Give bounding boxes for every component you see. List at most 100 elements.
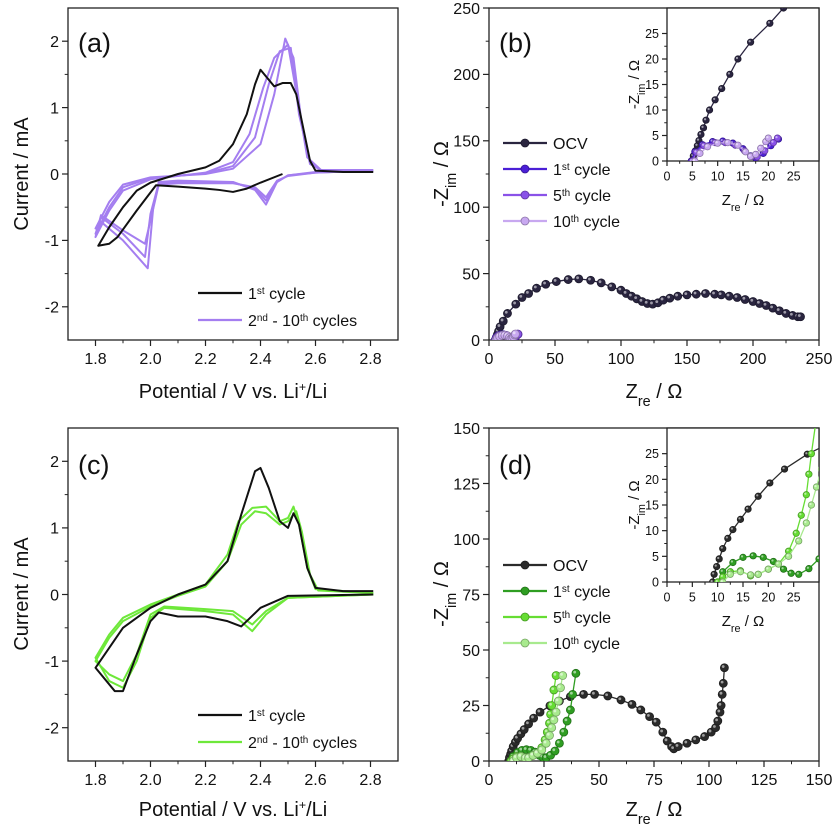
inset-series-point	[795, 570, 803, 578]
series-point-highlight	[531, 715, 534, 719]
x-tick-label: 0	[485, 351, 494, 368]
series-point	[682, 290, 692, 300]
series-point-highlight	[667, 295, 671, 299]
inset-y-axis-title-part: / Ω	[626, 480, 643, 504]
legend-label-part: cycle	[570, 188, 611, 205]
y-tick-label: 0	[50, 587, 59, 604]
series-point-highlight	[548, 711, 551, 715]
y-tick-label: 250	[453, 1, 480, 18]
legend-item: 2nd - 10th cycles	[198, 735, 357, 752]
inset-series-point	[718, 84, 726, 93]
series-point	[596, 278, 606, 288]
series	[94, 43, 374, 245]
series-point-highlight	[561, 729, 564, 733]
x-tick-label: 25	[535, 772, 553, 789]
y-tick-label: 150	[453, 421, 480, 438]
inset-series-point-highlight	[819, 467, 821, 469]
x-axis-title: Potential / V vs. Li+/Li	[139, 798, 327, 821]
inset-series-point	[734, 141, 742, 149]
x-tick-label: 10	[711, 170, 725, 184]
series-point	[551, 707, 561, 717]
legend-label-part: 10	[553, 636, 571, 653]
series-point-highlight	[598, 280, 602, 284]
inset-series-point	[797, 511, 805, 519]
x-tick-label: 1.8	[84, 351, 106, 368]
inset-series-point-highlight	[827, 539, 829, 541]
inset-series-point	[710, 570, 718, 578]
x-tick-label: 2.0	[139, 772, 161, 789]
x-tick-label: 50	[590, 772, 608, 789]
inset-series-point-highlight	[771, 559, 774, 562]
series-point	[549, 715, 559, 725]
inset-series-line	[711, 447, 819, 582]
series-point-highlight	[693, 737, 696, 741]
y-tick-label: 1	[50, 521, 59, 538]
series-point	[503, 309, 512, 318]
series-point	[658, 727, 668, 737]
inset-series-line	[717, 428, 816, 582]
y-tick-label: 0	[652, 155, 659, 169]
series-point-highlight	[515, 735, 518, 739]
inset-x-axis-title: Zre / Ω	[722, 613, 765, 635]
series-point-highlight	[553, 709, 557, 713]
series-point-highlight	[546, 732, 550, 736]
series-line	[94, 43, 374, 245]
inset-x-axis-title: Zre / Ω	[722, 192, 765, 214]
x-axis-title-part: / Ω	[651, 799, 683, 821]
series-point	[551, 277, 561, 286]
inset-series-point-highlight	[735, 56, 739, 60]
series-point-highlight	[718, 292, 722, 296]
series-point-highlight	[623, 290, 627, 294]
x-axis-title: Potential / V vs. Li+/Li	[139, 380, 327, 403]
inset-series-point	[780, 465, 789, 473]
x-tick-label: 0	[664, 591, 671, 605]
x-tick-label: 2.4	[249, 772, 271, 789]
inset-series-point-highlight	[776, 561, 779, 565]
inset-series-point	[807, 450, 816, 458]
series-point-highlight	[718, 702, 722, 706]
y-tick-label: 20	[645, 53, 659, 67]
y-tick-label: 50	[462, 266, 480, 283]
legend-item: 10th cycle	[503, 214, 620, 231]
inset-series-point	[705, 106, 714, 114]
series-line	[94, 505, 374, 689]
y-tick-label: 25	[645, 447, 659, 461]
series-point-highlight	[567, 707, 571, 711]
legend-label-part: - 10	[268, 313, 300, 330]
inset-series-point	[823, 440, 829, 446]
x-tick-label: 2.8	[359, 772, 381, 789]
x-tick-label: 15	[736, 591, 750, 605]
x-tick-label: 0	[664, 170, 671, 184]
inset-series-point	[741, 148, 750, 156]
inset-series-point-highlight	[786, 549, 789, 552]
inset-series-point	[812, 483, 819, 491]
y-tick-label: 20	[645, 473, 659, 487]
x-tick-label: 1.8	[84, 772, 106, 789]
series-point-highlight	[549, 725, 552, 728]
inset-series-point-highlight	[738, 517, 741, 520]
y-tick-label: 50	[462, 643, 480, 660]
inset-series-point	[773, 134, 782, 142]
series-point	[740, 295, 750, 304]
series-point	[603, 691, 613, 701]
inset-series-point-highlight	[703, 118, 707, 121]
series-point-highlight	[783, 310, 787, 314]
inset-series-point-highlight	[730, 560, 734, 563]
y-tick-label: 15	[645, 499, 659, 513]
legend-label-part: st	[257, 708, 265, 719]
legend: 1st cycle 2nd - 10th cycles	[198, 286, 357, 330]
series-point	[651, 717, 661, 727]
series-point	[718, 678, 728, 688]
legend-item: 10th cycle	[503, 636, 620, 653]
inset-series-point	[817, 466, 819, 472]
series-point	[645, 712, 654, 721]
inset-series-point	[696, 149, 704, 157]
series-point-highlight	[592, 691, 595, 695]
inset-series-point	[734, 55, 742, 63]
series-point-highlight	[726, 293, 730, 297]
x-tick-label: 20	[761, 591, 775, 605]
y-tick-label: 125	[453, 476, 480, 493]
legend-label-part: th	[300, 313, 308, 324]
